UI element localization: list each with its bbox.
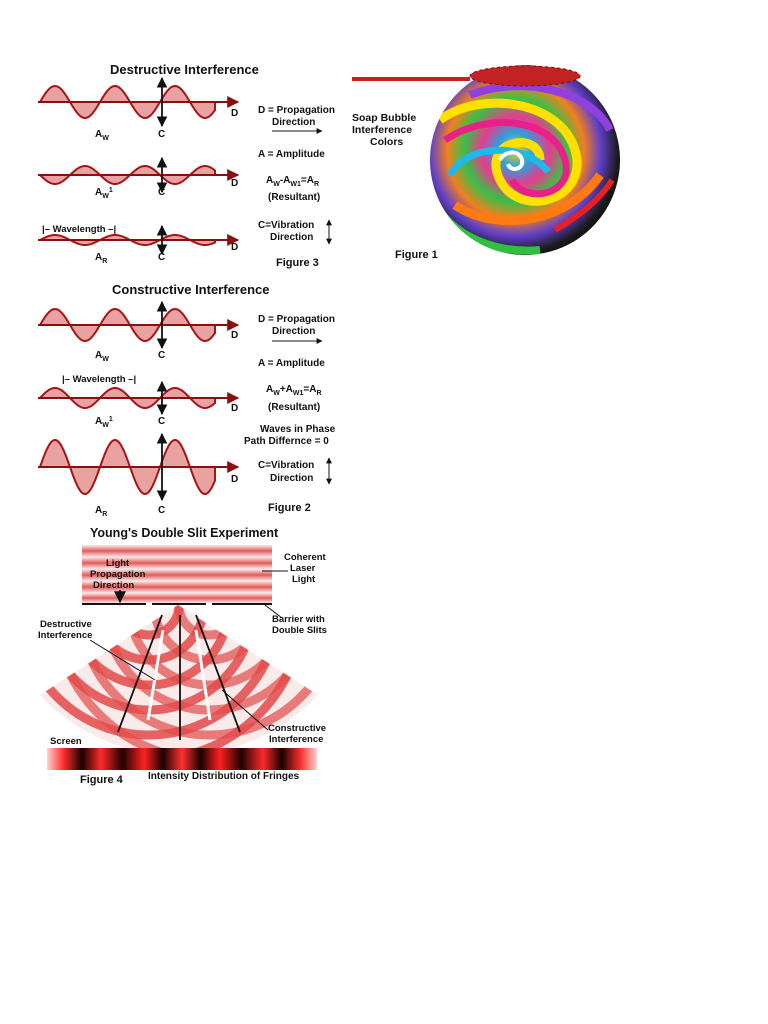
fringe-lines [117,614,241,740]
c-label: C [158,416,165,427]
intensity-caption: Intensity Distribution of Fringes [148,771,300,782]
d-definition-1: D = Propagation [258,314,335,325]
c-definition-1: C=Vibration [258,220,314,231]
coherent-laser-2: Laser [290,563,316,574]
constructive-label-1: Constructive [268,723,326,734]
constructive-wave-3: AR C D [38,432,240,518]
fringe-intensity-bar [47,748,317,770]
coherent-laser-3: Light [292,574,316,585]
constructive-label-2: Interference [269,734,323,745]
barrier-label-2: Double Slits [272,625,327,636]
amplitude-label: AR [95,252,107,265]
a-definition: A = Amplitude [258,358,325,369]
phase-line-1: Waves in Phase [260,424,336,435]
destructive-wave-2: AW1 C D [37,156,240,200]
c-definition-1: C=Vibration [258,460,314,471]
c-label: C [158,350,165,361]
bubble-label-2: Interference [352,124,412,136]
amplitude-label: AW [95,129,109,142]
amplitude-label: AW [95,350,109,363]
constructive-wave-1: AW C D [38,300,240,363]
d-label: D [231,242,238,253]
coherent-laser-1: Coherent [284,552,327,563]
constructive-legend: D = Propagation Direction A = Amplitude … [244,314,336,485]
c-label: C [158,252,165,263]
d-label: D [231,108,238,119]
amplitude-label: AR [95,505,107,518]
resultant-equation: AW+AW1=AR [266,384,322,397]
constructive-title: Constructive Interference [112,282,270,297]
d-label: D [231,178,238,189]
bubble-label-1: Soap Bubble [352,112,416,124]
destructive-label-1: Destructive [40,619,92,630]
amplitude-label: AW1 [95,187,113,200]
resultant-equation: AW-AW1=AR [266,175,319,188]
destructive-label-2: Interference [38,630,92,641]
light-direction-1: Light [106,558,130,569]
bubble-top-band [470,66,580,86]
barrier-label-1: Barrier with [272,614,325,625]
figure-1-caption: Figure 1 [395,249,438,261]
wavelength-label: |– Wavelength –| [42,224,116,235]
light-direction-3: Direction [93,580,134,591]
destructive-legend: D = Propagation Direction A = Amplitude … [258,105,335,245]
constructive-pointer [221,689,269,731]
destructive-title: Destructive Interference [110,62,259,77]
figure-3-caption: Figure 3 [276,257,319,269]
c-definition-2: Direction [270,473,313,484]
d-label: D [231,403,238,414]
resultant-label: (Resultant) [268,402,320,413]
c-label: C [158,505,165,516]
screen-label: Screen [50,736,82,747]
destructive-wave-3: |– Wavelength –| AR C D [38,224,240,265]
d-label: D [231,474,238,485]
figure-4-caption: Figure 4 [80,774,124,786]
d-definition-2: Direction [272,326,315,337]
d-definition-2: Direction [272,117,315,128]
amplitude-label: AW1 [95,416,113,429]
light-direction-2: Propagation [90,569,146,580]
bubble-top-band-stripes [469,65,581,87]
phase-line-2: Path Differnce = 0 [244,436,329,447]
bubble-image [430,65,620,255]
figure-2-caption: Figure 2 [268,502,311,514]
barrier-pointer [264,604,283,619]
d-label: D [231,330,238,341]
destructive-pointer [89,639,156,681]
destructive-wave-1: AW C D [38,76,240,142]
constructive-wave-2: |– Wavelength –| AW1 C D [37,374,240,429]
laser-light-bands [82,545,272,603]
bubble-label-3: Colors [370,136,403,148]
wavelength-label: |– Wavelength –| [62,374,136,385]
c-label: C [158,129,165,140]
resultant-label: (Resultant) [268,192,320,203]
d-definition-1: D = Propagation [258,105,335,116]
young-title: Young's Double Slit Experiment [90,526,279,540]
c-definition-2: Direction [270,232,313,243]
c-label: C [158,187,165,198]
soap-bubble-figure: Soap Bubble Interference Colors Figure 1 [352,65,620,261]
a-definition: A = Amplitude [258,149,325,160]
